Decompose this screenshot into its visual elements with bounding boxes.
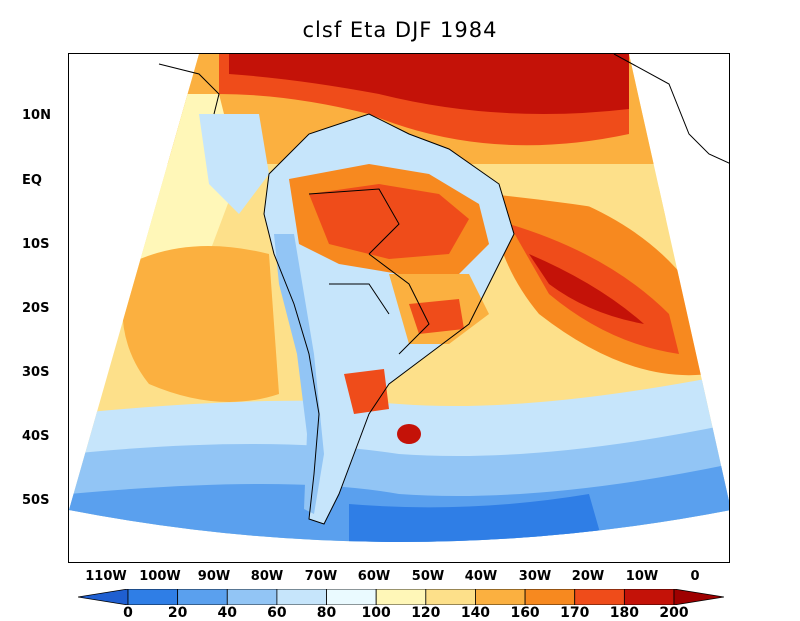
- map-field: [69, 54, 729, 542]
- lon-label-10w: 10W: [625, 569, 659, 584]
- map-frame: [68, 53, 730, 563]
- colorbar-label: 0: [123, 605, 133, 621]
- colorbar-label: 20: [167, 605, 188, 621]
- colorbar-label: 100: [361, 605, 391, 621]
- lon-label-100w: 100W: [139, 569, 181, 584]
- lon-label-40w: 40W: [464, 569, 498, 584]
- colorbar: [78, 589, 724, 605]
- lon-label-110w: 110W: [85, 569, 127, 584]
- colorbar-cell: [425, 589, 476, 605]
- lat-label-50s: 50S: [22, 493, 50, 508]
- colorbar-cell: [574, 589, 625, 605]
- colorbar-cell: [127, 589, 179, 605]
- lat-label-30s: 30S: [22, 365, 50, 380]
- lat-label-40s: 40S: [22, 429, 50, 444]
- lat-label-10n: 10N: [22, 108, 51, 123]
- colorbar-label: 170: [560, 605, 590, 621]
- colorbar-label: 120: [411, 605, 441, 621]
- colorbar-label: 200: [659, 605, 689, 621]
- colorbar-cell: [524, 589, 576, 605]
- colorbar-label: 160: [510, 605, 540, 621]
- lon-label-0: 0: [690, 569, 700, 584]
- colorbar-label: 140: [460, 605, 491, 621]
- lon-label-90w: 90W: [197, 569, 231, 584]
- colorbar-label: 60: [267, 605, 287, 621]
- lon-label-50w: 50W: [411, 569, 445, 584]
- lat-label-eq: EQ: [22, 173, 42, 188]
- colorbar-cell-max: [673, 589, 724, 605]
- colorbar-cell: [475, 589, 526, 605]
- colorbar-cell: [177, 589, 228, 605]
- colorbar-cell: [623, 589, 675, 605]
- colorbar-label: 80: [316, 605, 337, 621]
- lon-label-20w: 20W: [571, 569, 605, 584]
- lat-label-20s: 20S: [22, 301, 50, 316]
- colorbar-label: 40: [217, 605, 237, 621]
- colorbar-cell-min: [78, 589, 129, 605]
- colorbar-cell: [375, 589, 427, 605]
- colorbar-label: 180: [609, 605, 639, 621]
- lon-label-60w: 60W: [357, 569, 391, 584]
- lon-label-80w: 80W: [250, 569, 284, 584]
- lon-label-30w: 30W: [518, 569, 552, 584]
- lon-label-70w: 70W: [304, 569, 338, 584]
- colorbar-cell: [226, 589, 278, 605]
- colorbar-cell: [326, 589, 377, 605]
- map-title: clsf Eta DJF 1984: [302, 18, 498, 42]
- lat-label-10s: 10S: [22, 237, 50, 252]
- colorbar-cell: [276, 589, 327, 605]
